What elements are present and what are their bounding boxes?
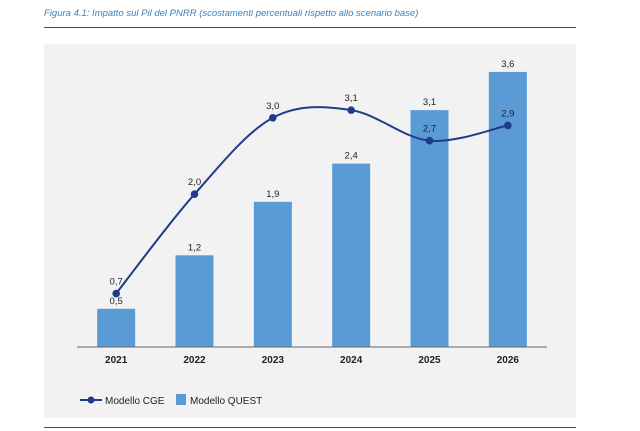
line-value-label: 3,1 bbox=[345, 93, 358, 104]
bar-value-label: 3,1 bbox=[423, 97, 436, 108]
x-tick-label: 2023 bbox=[262, 355, 285, 366]
bar-value-label: 1,2 bbox=[188, 242, 201, 253]
x-tick-label: 2024 bbox=[340, 355, 363, 366]
line-point-2023 bbox=[269, 113, 277, 122]
bar-2023 bbox=[253, 201, 292, 347]
bar-2025 bbox=[410, 110, 449, 347]
legend-bar-swatch bbox=[176, 394, 186, 405]
bottom-rule bbox=[44, 427, 576, 428]
bar-value-label: 2,4 bbox=[345, 151, 358, 162]
top-rule bbox=[44, 27, 576, 28]
bar-value-label: 0,5 bbox=[110, 296, 123, 307]
bar-2021 bbox=[97, 308, 136, 347]
bar-value-label: 1,9 bbox=[266, 189, 279, 200]
x-tick-label: 2026 bbox=[497, 355, 520, 366]
bar-2022 bbox=[175, 255, 214, 347]
line-point-2025 bbox=[425, 136, 434, 145]
bar-2024 bbox=[332, 163, 371, 347]
x-tick-label: 2021 bbox=[105, 355, 128, 366]
line-value-label: 2,7 bbox=[423, 124, 436, 135]
line-point-2026 bbox=[504, 121, 512, 130]
x-tick-label: 2025 bbox=[418, 355, 441, 366]
legend-line-marker bbox=[87, 396, 95, 404]
line-point-2022 bbox=[190, 190, 199, 198]
bar-2026 bbox=[488, 71, 527, 347]
line-value-label: 2,0 bbox=[188, 177, 201, 188]
series-line-modello-cge bbox=[115, 106, 509, 295]
line-point-2021 bbox=[112, 289, 120, 298]
legend-label-modello-quest: Modello QUEST bbox=[190, 396, 262, 407]
x-tick-label: 2022 bbox=[183, 355, 206, 366]
chart-panel bbox=[44, 44, 576, 418]
bar-value-label: 3,6 bbox=[501, 59, 514, 70]
legend-label-modello-cge: Modello CGE bbox=[105, 396, 165, 407]
line-value-label: 3,0 bbox=[266, 101, 279, 112]
figure-caption: Figura 4.1: Impatto sul Pil del PNRR (sc… bbox=[44, 8, 419, 19]
line-value-label: 2,9 bbox=[501, 108, 514, 119]
line-value-label: 0,7 bbox=[110, 277, 123, 288]
line-point-2024 bbox=[347, 106, 355, 114]
